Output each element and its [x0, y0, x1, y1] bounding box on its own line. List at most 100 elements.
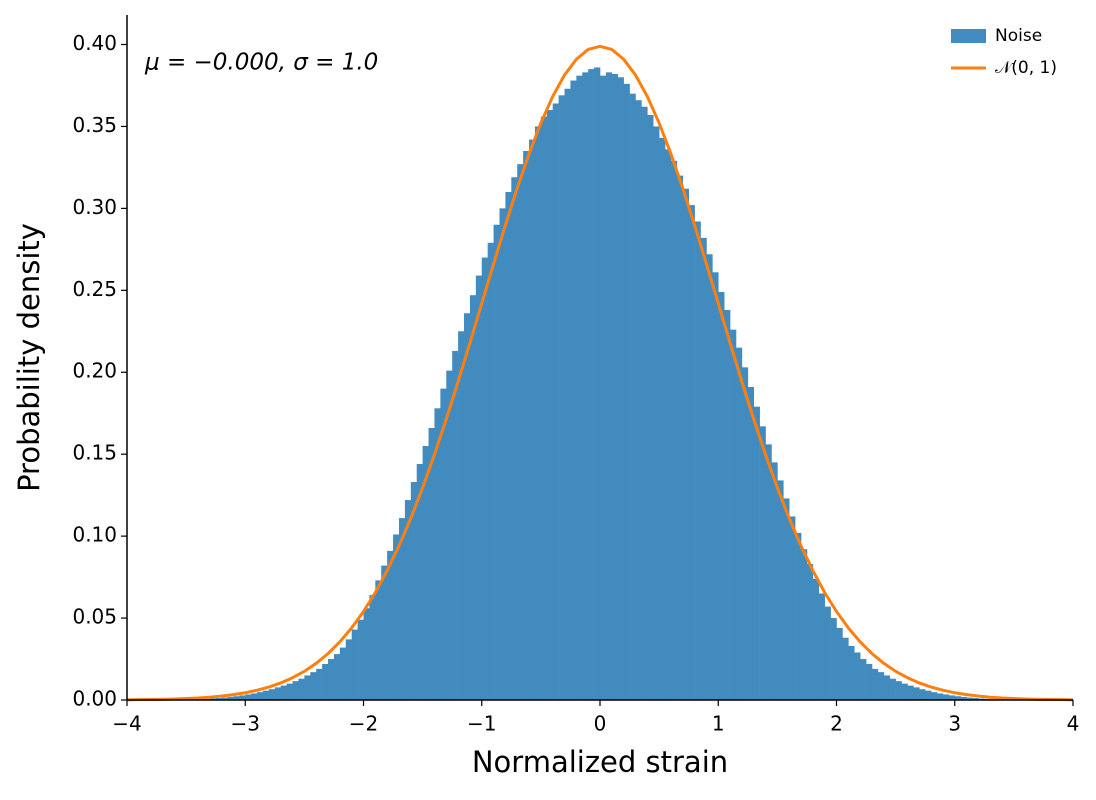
histogram-bar	[718, 292, 724, 700]
histogram-bar	[464, 313, 470, 700]
histogram-bar	[712, 272, 718, 700]
histogram-bar	[494, 225, 500, 700]
histogram-bar	[624, 84, 630, 700]
histogram-bar	[281, 686, 287, 700]
histogram-bar	[310, 672, 316, 700]
histogram-bar	[293, 681, 299, 700]
histogram-bar	[842, 638, 848, 700]
histogram-bar	[630, 94, 636, 700]
legend-swatch	[951, 29, 986, 43]
histogram-bar	[789, 516, 795, 700]
histogram-bar	[807, 564, 813, 700]
histogram-bar	[884, 675, 890, 700]
histogram-bar	[701, 238, 707, 700]
histogram-bar	[872, 669, 878, 700]
histogram-bar	[748, 387, 754, 700]
histogram-bar	[369, 595, 375, 700]
histogram-bar	[352, 630, 358, 700]
histogram-bar	[316, 669, 322, 700]
legend-label: 𝒩(0, 1)	[995, 58, 1057, 78]
histogram-bar	[943, 694, 949, 700]
histogram-bar	[476, 276, 482, 700]
y-tick-label: 0.40	[72, 31, 117, 55]
histogram-bar	[890, 679, 896, 700]
histogram-bar	[641, 107, 647, 700]
histogram-bar	[582, 72, 588, 700]
histogram-bar	[304, 675, 310, 700]
histogram-bar	[819, 593, 825, 700]
histogram-bar	[559, 95, 565, 700]
x-tick-label: −1	[467, 712, 496, 736]
histogram-bar	[677, 176, 683, 700]
histogram-bar	[653, 126, 659, 700]
x-axis-label: Normalized strain	[472, 745, 728, 779]
histogram-bar	[771, 462, 777, 700]
histogram-bar	[482, 258, 488, 700]
histogram-bar	[470, 295, 476, 700]
histogram-bar	[777, 480, 783, 700]
histogram-bar	[541, 117, 547, 700]
histogram-bar	[665, 149, 671, 700]
histogram-bar	[831, 618, 837, 700]
histogram-bar	[547, 110, 553, 700]
histogram-bar	[358, 620, 364, 700]
histogram-bar	[263, 691, 269, 700]
histogram-bar	[269, 689, 275, 700]
histogram-bar	[334, 654, 340, 700]
histogram-bar	[251, 693, 257, 700]
histogram-bar	[866, 664, 872, 700]
histogram-bar	[375, 580, 381, 700]
x-tick-label: −3	[231, 712, 260, 736]
histogram-bar	[287, 684, 293, 700]
histogram-bar	[766, 444, 772, 700]
histogram-bar	[257, 692, 263, 700]
histogram-bar	[387, 551, 393, 700]
histogram-bar	[695, 221, 701, 700]
histogram-bar	[328, 659, 334, 700]
histogram-bar	[937, 693, 943, 700]
y-axis-label: Probability density	[12, 223, 46, 492]
histogram-bar	[275, 687, 281, 700]
histogram-bar	[854, 652, 860, 700]
x-tick-label: 4	[1067, 712, 1080, 736]
histogram-bar	[346, 639, 352, 700]
y-tick-label: 0.35	[72, 113, 117, 137]
y-tick-label: 0.05	[72, 605, 117, 629]
histogram-bar	[659, 138, 665, 700]
histogram-bar	[298, 679, 304, 700]
histogram-bar	[606, 72, 612, 700]
histogram-bar	[511, 177, 517, 700]
x-tick-label: 1	[712, 712, 725, 736]
histogram-bar	[907, 686, 913, 700]
histogram-bar	[689, 205, 695, 700]
histogram-bar	[754, 407, 760, 700]
histogram-bar	[795, 533, 801, 700]
x-tick-label: −2	[349, 712, 378, 736]
histogram-bar	[505, 192, 511, 700]
histogram-bar	[452, 351, 458, 700]
x-tick-label: −4	[112, 712, 141, 736]
histogram-bar	[825, 607, 831, 700]
y-tick-label: 0.00	[72, 687, 117, 711]
y-tick-label: 0.25	[72, 277, 117, 301]
histogram-bar	[529, 140, 535, 700]
y-tick-label: 0.30	[72, 195, 117, 219]
histogram-bar	[588, 69, 594, 700]
histogram-bar	[878, 672, 884, 700]
histogram-bar	[565, 89, 571, 700]
histogram-bar	[647, 115, 653, 700]
histogram-bar	[902, 684, 908, 700]
x-tick-label: 2	[830, 712, 843, 736]
histogram-bar	[919, 689, 925, 700]
x-tick-label: 3	[948, 712, 961, 736]
histogram-bar	[570, 81, 576, 700]
histogram-bar	[600, 76, 606, 700]
histogram-bar	[706, 254, 712, 700]
histogram-bar	[517, 164, 523, 700]
histogram-bar	[742, 367, 748, 700]
y-tick-label: 0.15	[72, 441, 117, 465]
histogram-bar	[535, 126, 541, 700]
y-tick-label: 0.20	[72, 359, 117, 383]
histogram-bar	[683, 189, 689, 700]
